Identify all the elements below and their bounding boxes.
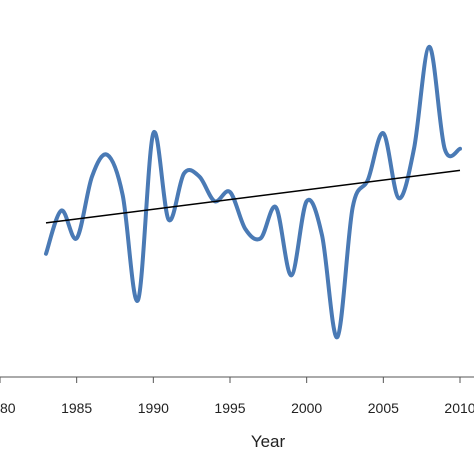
x-tick-label: 1990 (138, 400, 169, 416)
series-line (44, 44, 462, 340)
x-tick-label: 1995 (214, 400, 245, 416)
x-axis-title: Year (251, 432, 286, 451)
trend-line (45, 169, 461, 224)
x-tick-label: 2000 (291, 400, 322, 416)
x-tick-label: 1985 (61, 400, 92, 416)
x-tick-label: 1980 (0, 400, 16, 416)
plot-area (44, 44, 462, 340)
x-tick-label: 2005 (368, 400, 399, 416)
x-axis-ticks: 1980 1985 1990 1995 2000 2005 2010 (0, 377, 474, 416)
x-tick-label: 2010 (444, 400, 474, 416)
